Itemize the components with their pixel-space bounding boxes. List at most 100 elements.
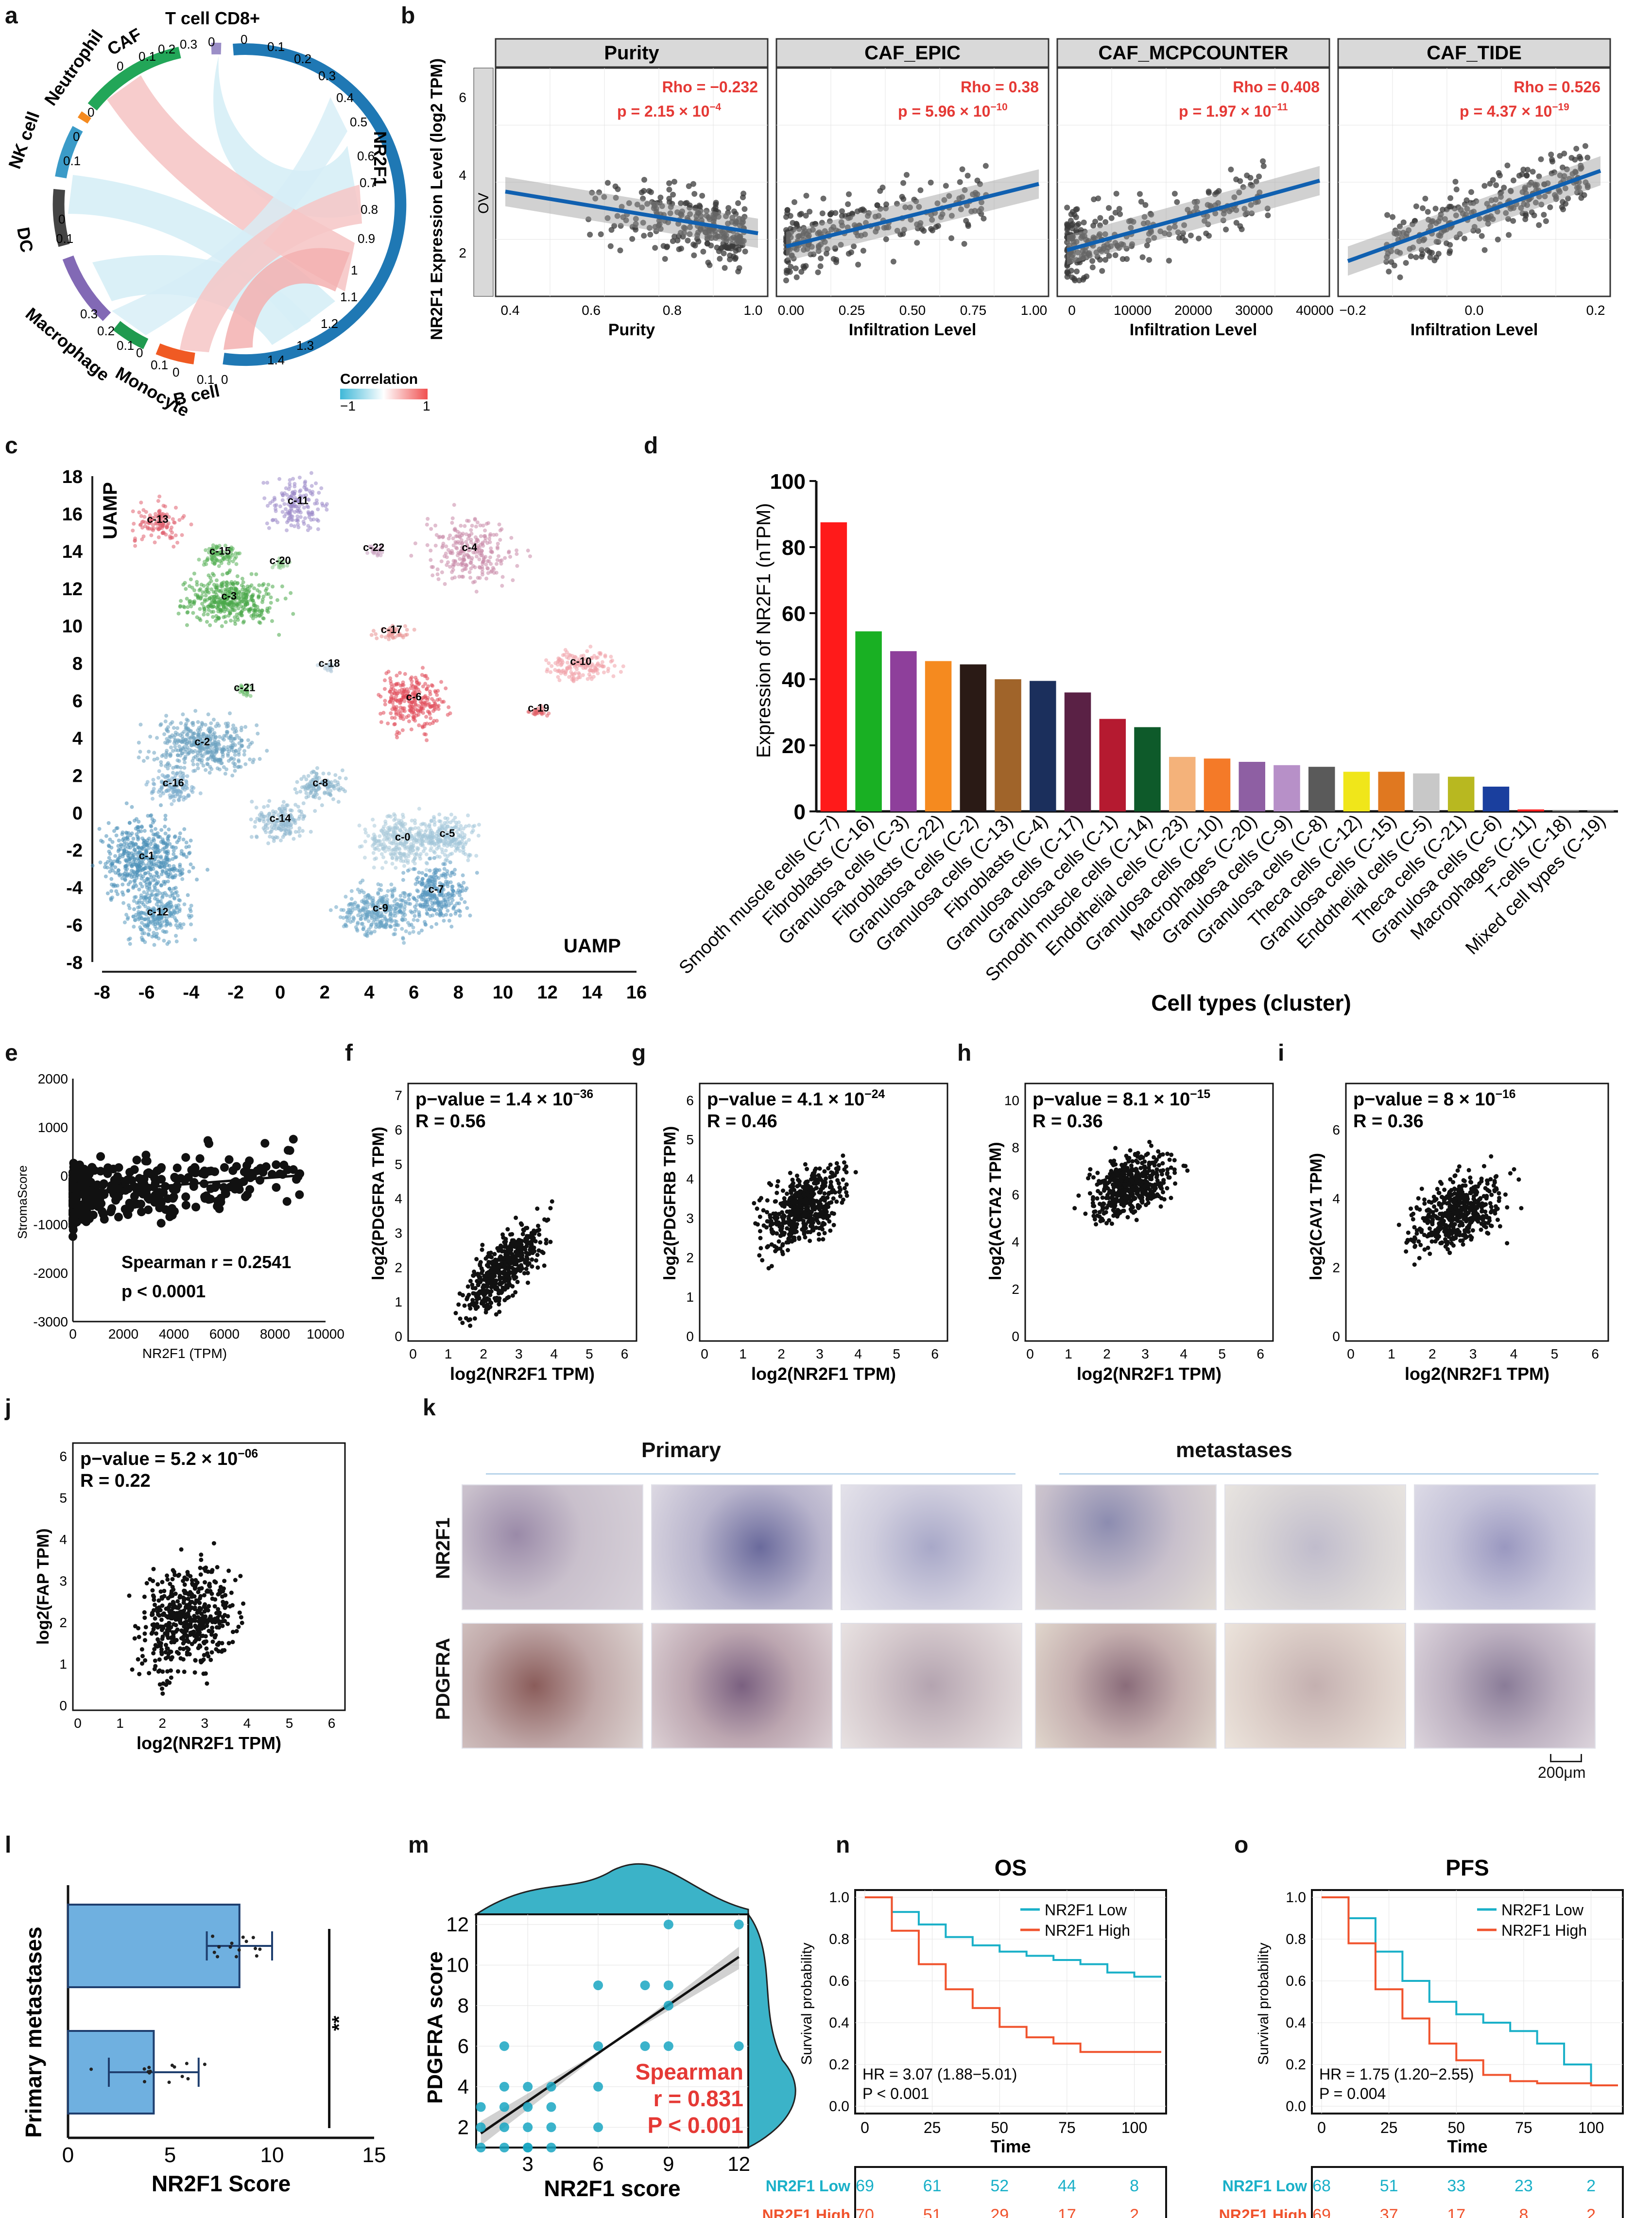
c-cell-point (337, 788, 342, 792)
c-cell-point (172, 726, 176, 730)
c-cell-point (430, 684, 435, 688)
c-cell-point (184, 845, 189, 849)
b-point (657, 194, 664, 201)
c-cell-point (163, 831, 168, 836)
c-cell-point (177, 835, 182, 840)
b-point (796, 233, 803, 239)
c-cell-point (175, 758, 180, 762)
c-cell-point (243, 762, 248, 766)
c-cell-point (136, 905, 140, 910)
c-cell-point (400, 706, 405, 710)
b-point (653, 228, 659, 235)
b-strip (473, 68, 494, 297)
c-cell-point (147, 749, 151, 754)
c-cell-point (390, 841, 394, 845)
c-cell-point (209, 767, 214, 771)
c-cell-point (141, 902, 146, 907)
b-xtick: 1.00 (1021, 303, 1048, 318)
c-cell-point (165, 853, 169, 858)
b-point (890, 258, 896, 265)
c-cell-point (394, 712, 398, 716)
c-cell-point (467, 570, 472, 574)
b-point (928, 226, 934, 232)
c-cell-point (153, 878, 157, 882)
c-cell-point (157, 527, 161, 532)
c-cell-point (122, 920, 127, 925)
b-point (1128, 224, 1134, 231)
c-cell-point (307, 511, 311, 516)
c-cell-point (310, 512, 315, 516)
c-cell-point (135, 865, 139, 869)
c-cell-point (492, 533, 496, 537)
c-cell-point (369, 544, 374, 549)
b-point (1066, 259, 1072, 265)
c-cell-point (229, 545, 234, 550)
c-cell-point (271, 835, 275, 840)
c-cell-point (204, 768, 208, 772)
b-point (1099, 268, 1105, 274)
b-point (641, 188, 647, 194)
c-cell-point (420, 702, 425, 706)
c-cell-point (360, 844, 364, 848)
c-cell-point (239, 612, 243, 616)
c-cell-point (302, 505, 306, 510)
b-point (1403, 260, 1409, 266)
c-cell-point (575, 661, 579, 666)
c-cell-point (190, 731, 195, 736)
c-cell-point (236, 551, 240, 556)
c-cell-point (249, 583, 254, 587)
c-cell-point (576, 675, 581, 680)
c-cell-point (141, 759, 146, 763)
c-cell-point (476, 576, 480, 580)
c-cell-point (151, 867, 155, 871)
b-point (629, 236, 636, 242)
c-cell-point (252, 612, 256, 617)
c-cell-point (191, 611, 195, 615)
c-cell-point (261, 481, 266, 485)
c-cell-point (281, 800, 286, 804)
b-point (1536, 222, 1542, 228)
b-point (839, 213, 845, 219)
b-point (1233, 220, 1239, 226)
c-cell-point (299, 777, 304, 781)
b-point (1180, 230, 1186, 236)
c-cell-point (454, 830, 459, 834)
c-cell-point (456, 530, 460, 534)
b-point (816, 229, 823, 236)
b-point (1194, 199, 1200, 205)
c-cell-point (220, 599, 224, 603)
b-point (644, 201, 651, 207)
c-cell-point (496, 541, 500, 546)
c-cell-point (332, 787, 336, 791)
b-point (860, 206, 866, 212)
b-xtick: 0.6 (582, 303, 601, 318)
c-cell-point (209, 610, 214, 614)
b-point (1146, 231, 1152, 237)
c-cell-point (395, 673, 399, 678)
b-point (613, 195, 619, 201)
c-cell-point (220, 750, 224, 754)
c-cell-point (425, 522, 429, 527)
c-cell-point (314, 481, 318, 485)
b-pvalue: p = 2.15 × 10−4 (617, 102, 722, 120)
c-cell-point (211, 615, 215, 619)
c-cell-point (413, 690, 418, 694)
b-point (691, 252, 697, 258)
c-cell-point (163, 841, 167, 845)
c-cell-point (144, 896, 148, 901)
c-cell-point (587, 672, 591, 676)
c-cell-point (179, 926, 184, 930)
c-cell-point (307, 489, 311, 493)
c-cell-point (121, 901, 126, 905)
b-point (784, 207, 791, 213)
c-cell-point (588, 665, 592, 670)
b-point (634, 201, 640, 207)
b-point (1493, 182, 1499, 189)
c-cell-point (148, 880, 152, 885)
c-cell-point (172, 916, 177, 920)
c-cell-point (555, 662, 560, 667)
c-cell-point (173, 744, 177, 749)
c-cell-point (147, 865, 151, 870)
c-cell-point (151, 821, 155, 825)
c-cell-point (391, 826, 396, 830)
